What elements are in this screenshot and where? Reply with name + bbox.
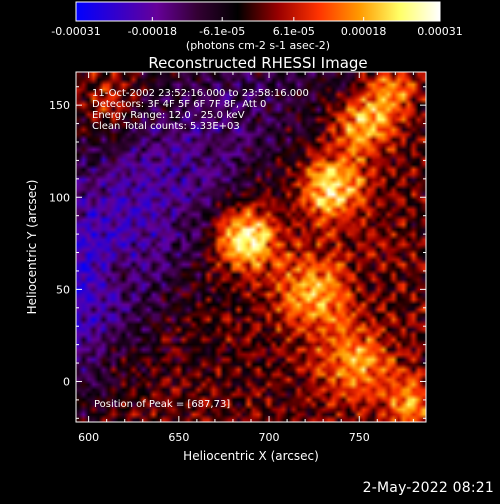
colorbar-bar: [75, 1, 441, 22]
annotation-detectors: Detectors: 3F 4F 5F 6F 7F 8F, Att 0: [92, 99, 266, 110]
x-axis-title: Heliocentric X (arcsec): [183, 449, 319, 463]
render-timestamp: 2-May-2022 08:21: [362, 480, 494, 496]
y-axis-ticks: 0 50 100 150: [49, 86, 426, 419]
x-tick-label: 650: [168, 431, 189, 444]
x-tick-label: 600: [78, 431, 99, 444]
colorbar-tick-label: 0.00031: [417, 25, 463, 38]
colorbar: -0.00031 -0.00018 -6.1e-05 6.1e-05 0.00018 0.…: [51, 1, 463, 52]
colorbar-tick-label: -0.00018: [128, 25, 177, 38]
chart-title: Reconstructed RHESSI Image: [148, 54, 367, 72]
colorbar-tick-label: 0.00018: [341, 25, 387, 38]
x-tick-label: 750: [349, 431, 370, 444]
annotation-time: 11-Oct-2002 23:52:16.000 to 23:58:16.000: [92, 88, 309, 99]
colorbar-tick-label: -0.00031: [51, 25, 100, 38]
annotation-energy: Energy Range: 12.0 - 25.0 keV: [92, 110, 245, 121]
x-tick-label: 700: [259, 431, 280, 444]
y-tick-label: 0: [63, 375, 70, 388]
colorbar-unit-label: (photons cm-2 s-1 asec-2): [186, 39, 330, 52]
heatmap-image: [76, 72, 426, 422]
annotation-block: 11-Oct-2002 23:52:16.000 to 23:58:16.000…: [92, 88, 309, 410]
y-axis-title: Heliocentric Y (arcsec): [25, 180, 39, 315]
annotation-clean: Clean Total counts: 5.33E+03: [92, 121, 240, 132]
colorbar-tick-label: 6.1e-05: [273, 25, 315, 38]
colorbar-ticks: -0.00031 -0.00018 -6.1e-05 6.1e-05 0.00018 0.…: [51, 17, 463, 38]
y-tick-label: 150: [49, 99, 70, 112]
peak-position-label: Position of Peak = [687,73]: [94, 399, 230, 410]
colorbar-tick-label: -6.1e-05: [199, 25, 245, 38]
x-axis-ticks: 600 650 700 750: [78, 72, 414, 444]
y-tick-label: 100: [49, 191, 70, 204]
y-tick-label: 50: [56, 283, 70, 296]
